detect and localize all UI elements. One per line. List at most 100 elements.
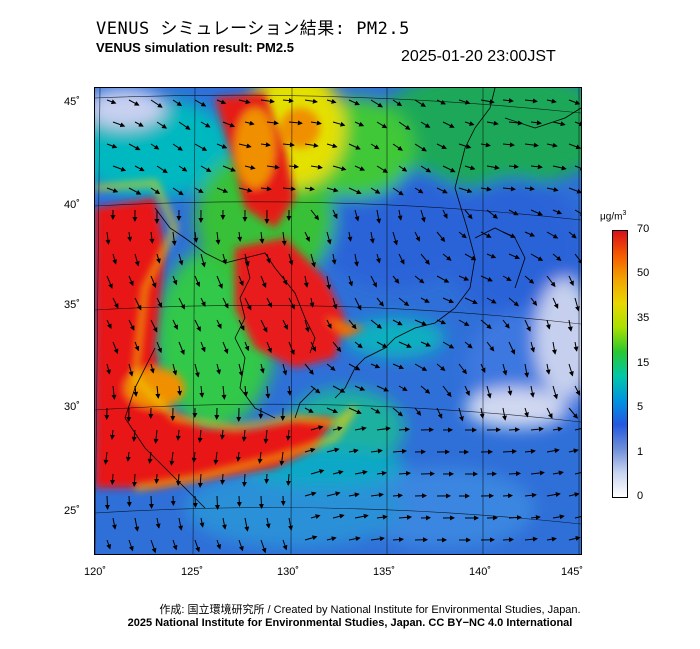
wind-arrow xyxy=(568,231,577,239)
wind-arrow xyxy=(486,341,495,352)
wind-arrow xyxy=(458,407,464,422)
wind-arrow xyxy=(420,385,431,394)
wind-arrow xyxy=(524,186,535,192)
wind-arrow xyxy=(458,231,467,239)
wind-arrow xyxy=(112,341,119,355)
wind-arrow xyxy=(177,385,183,396)
wind-arrow xyxy=(222,165,236,172)
wind-arrow xyxy=(150,99,163,108)
wind-arrow xyxy=(326,447,340,453)
wind-arrow xyxy=(260,98,275,104)
wind-arrow xyxy=(347,231,353,242)
wind-arrow xyxy=(134,121,144,127)
wind-arrow xyxy=(348,536,361,542)
wind-arrow xyxy=(104,495,110,510)
wind-arrow xyxy=(568,99,581,105)
wind-arrow xyxy=(265,517,271,529)
wind-arrow xyxy=(128,363,134,377)
wind-arrow xyxy=(502,186,516,192)
wind-arrow xyxy=(156,165,168,174)
wind-arrow xyxy=(235,451,241,462)
copyright-line: 2025 National Institute for Environmenta… xyxy=(127,617,573,629)
page-subtitle: VENUS simulation result: PM2.5 xyxy=(96,40,294,55)
wind-arrow xyxy=(376,165,389,173)
wind-arrow xyxy=(436,187,448,194)
wind-arrow xyxy=(285,473,291,486)
wind-arrow xyxy=(392,537,404,543)
lon-tick-135: 135˚ xyxy=(372,566,396,578)
wind-arrow xyxy=(244,297,252,311)
wind-arrow xyxy=(486,164,500,170)
wind-arrow xyxy=(574,121,581,127)
wind-arrow xyxy=(524,319,531,332)
lat-tick-25: 25˚ xyxy=(64,505,80,517)
wind-arrow xyxy=(125,451,131,462)
wind-arrow xyxy=(458,187,473,194)
wind-arrow xyxy=(442,385,452,398)
wind-arrow xyxy=(147,451,153,464)
lon-tick-125: 125˚ xyxy=(180,566,204,578)
wind-arrow xyxy=(134,297,142,311)
wind-arrow xyxy=(216,99,227,105)
wind-arrow xyxy=(376,209,382,224)
wind-arrow xyxy=(148,495,154,509)
wind-arrow xyxy=(263,429,269,444)
wind-arrow xyxy=(200,165,212,172)
wind-arrow xyxy=(546,231,559,239)
wind-arrow xyxy=(398,470,411,476)
wind-arrow xyxy=(106,187,119,193)
wind-arrow xyxy=(376,385,389,392)
lon-tick-130: 130˚ xyxy=(276,566,300,578)
wind-arrow xyxy=(348,363,361,371)
wind-arrow xyxy=(260,186,272,192)
wind-arrow xyxy=(194,275,201,288)
wind-arrow xyxy=(237,231,243,242)
wind-arrow xyxy=(508,427,520,433)
wind-arrow xyxy=(486,209,498,219)
wind-arrow xyxy=(260,275,267,289)
colorbar-label: 15 xyxy=(637,357,650,369)
wind-arrow xyxy=(464,253,477,261)
wind-arrow xyxy=(149,363,155,374)
wind-arrow xyxy=(200,341,206,353)
wind-arrow xyxy=(348,492,360,498)
wind-arrow xyxy=(282,186,296,192)
wind-arrow xyxy=(524,231,536,237)
wind-arrow xyxy=(464,209,473,220)
wind-arrow xyxy=(112,253,118,265)
wind-arrow xyxy=(169,451,175,466)
wind-arrow xyxy=(326,407,339,414)
wind-arrow xyxy=(199,517,205,528)
wind-arrow xyxy=(304,186,315,192)
wind-arrow xyxy=(241,429,247,442)
wind-arrow xyxy=(243,385,249,397)
wind-arrow xyxy=(530,297,538,306)
wind-arrow xyxy=(326,143,338,149)
wind-arrow xyxy=(508,297,519,307)
wind-arrow xyxy=(574,209,581,216)
wind-arrow xyxy=(238,363,244,377)
wind-arrow xyxy=(111,385,117,400)
wind-arrow xyxy=(106,275,113,289)
wind-arrow xyxy=(281,231,287,246)
wind-arrow xyxy=(216,363,221,375)
wind-arrow xyxy=(106,143,118,149)
wind-arrow xyxy=(398,165,408,172)
wind-arrow xyxy=(354,297,362,311)
wind-arrow xyxy=(524,142,539,148)
wind-arrow xyxy=(464,385,470,397)
wind-arrow xyxy=(238,99,251,105)
page-title: VENUS シミュレーション結果: PM2.5 xyxy=(96,19,410,39)
wind-arrow xyxy=(310,253,316,268)
wind-arrow xyxy=(502,448,517,454)
wind-arrow xyxy=(266,297,272,308)
wind-arrow xyxy=(530,209,543,216)
wind-arrow xyxy=(282,539,288,551)
wind-arrow xyxy=(464,341,473,349)
colorbar-label: 1 xyxy=(637,446,644,458)
wind-arrow xyxy=(112,121,126,128)
colorbar-label: 70 xyxy=(637,223,650,235)
wind-arrow xyxy=(414,187,424,194)
wind-arrow xyxy=(134,165,145,172)
wind-arrow xyxy=(282,142,295,148)
